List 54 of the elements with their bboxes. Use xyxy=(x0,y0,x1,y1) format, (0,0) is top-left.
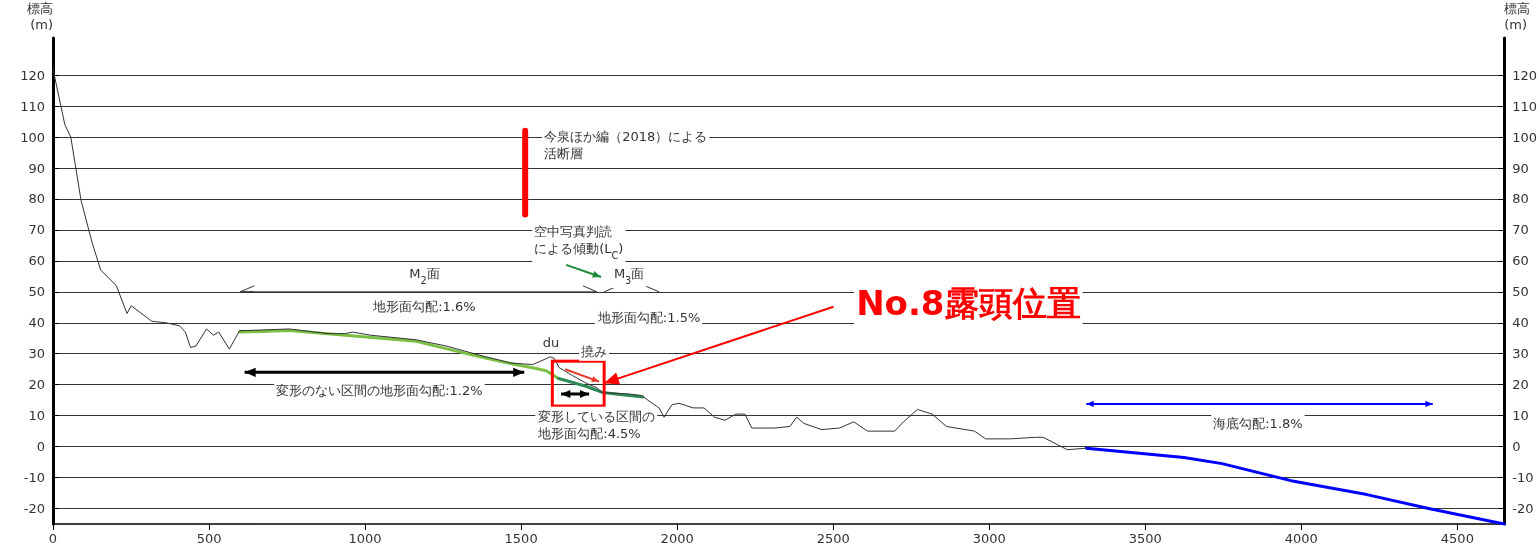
y-tick-label: -20 xyxy=(23,501,45,517)
y2-tick-label: -10 xyxy=(1512,470,1534,486)
y-tick-label: 60 xyxy=(28,253,45,269)
annotation: 海底勾配:1.8% xyxy=(1213,416,1303,432)
annotation: du xyxy=(542,334,560,350)
annotation: M$_{2}$面 xyxy=(409,266,440,286)
y2-tick-label: 30 xyxy=(1512,346,1529,362)
x-tick-label: 2000 xyxy=(660,531,694,546)
y2-tick-label: 70 xyxy=(1512,222,1529,238)
y2-tick-label: 0 xyxy=(1512,439,1521,455)
annotation: 今泉ほか編（2018）による活断層 xyxy=(544,128,708,162)
y2-tick-label: 110 xyxy=(1512,98,1538,114)
y-tick-label: -10 xyxy=(23,470,45,486)
annotation: 変形している区間の地形面勾配:4.5% xyxy=(537,408,656,442)
y2-tick-label: 60 xyxy=(1512,253,1529,269)
x-tick-label: 1500 xyxy=(504,531,538,546)
y2-axis-title: 標高 (m) xyxy=(1504,0,1531,32)
y-tick-label: 10 xyxy=(28,408,45,424)
x-tick-label: 4000 xyxy=(1284,531,1318,546)
y2-tick-label: -20 xyxy=(1512,501,1534,517)
y2-tick-label: 90 xyxy=(1512,160,1529,176)
y-tick-label: 0 xyxy=(36,439,45,455)
x-tick-label: 2500 xyxy=(816,531,850,546)
y-tick-label: 70 xyxy=(28,222,45,238)
y-axis-title: 標高 (m) xyxy=(27,0,53,32)
y-tick-label: 100 xyxy=(20,129,45,145)
y-tick-label: 80 xyxy=(28,191,45,207)
annotation: 空中写真判読による傾動(L$_{C}$) xyxy=(534,223,624,261)
y-tick-label: 20 xyxy=(28,377,45,393)
y2-tick-label: 120 xyxy=(1512,67,1538,83)
y-tick-label: 90 xyxy=(28,160,45,176)
y2-tick-label: 10 xyxy=(1512,408,1529,424)
y-tick-label: 120 xyxy=(20,67,45,83)
y2-tick-label: 20 xyxy=(1512,377,1529,393)
y2-tick-label: 100 xyxy=(1512,129,1538,145)
x-tick-label: 1000 xyxy=(348,531,382,546)
x-tick-label: 0 xyxy=(48,531,58,546)
x-tick-label: 4500 xyxy=(1440,531,1474,546)
x-tick-label: 3000 xyxy=(972,531,1006,546)
annotation: No.8露頭位置 xyxy=(856,283,1081,324)
y-tick-label: 40 xyxy=(28,315,45,331)
y-tick-label: 30 xyxy=(28,346,45,362)
x-tick-label: 3500 xyxy=(1128,531,1162,546)
y2-tick-label: 40 xyxy=(1512,315,1529,331)
annotation: 撓み xyxy=(581,343,608,359)
annotation: 地形面勾配:1.6% xyxy=(372,299,476,315)
x-tick-label: 500 xyxy=(196,531,222,546)
y2-tick-label: 50 xyxy=(1512,284,1529,300)
y2-tick-label: 80 xyxy=(1512,191,1529,207)
annotation: M$_{3}$面 xyxy=(613,266,645,286)
y-tick-label: 50 xyxy=(28,284,45,300)
annotation: 変形のない区間の地形面勾配:1.2% xyxy=(276,383,483,399)
y-tick-label: 110 xyxy=(20,98,45,114)
annotation: 地形面勾配:1.5% xyxy=(596,310,701,326)
